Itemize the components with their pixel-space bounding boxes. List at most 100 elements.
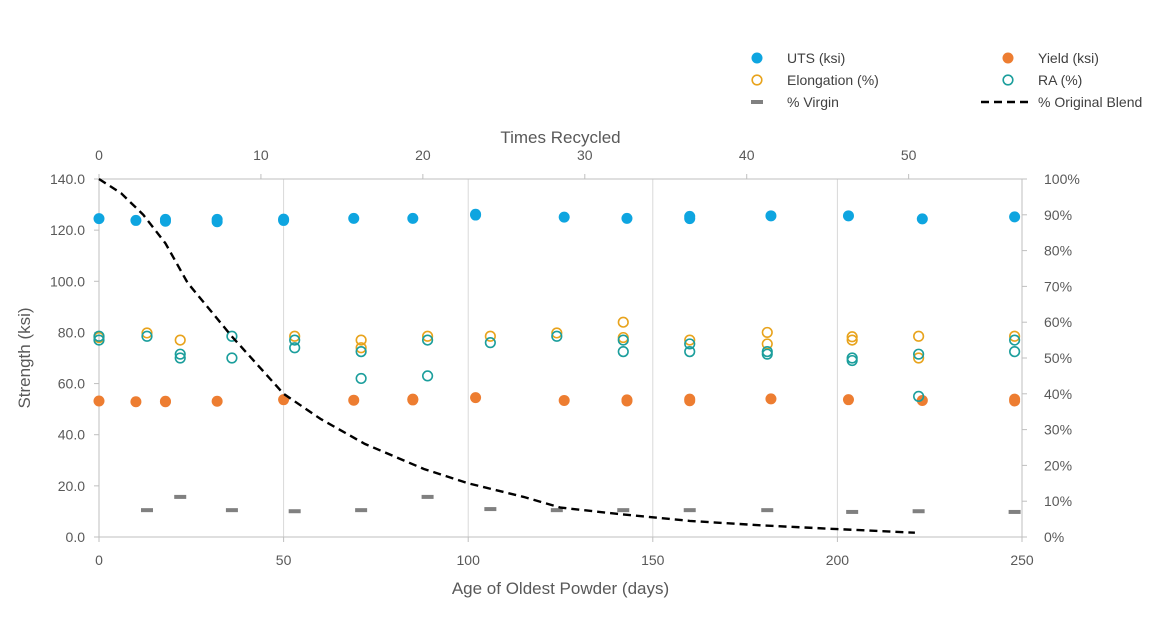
data-point — [348, 212, 360, 224]
data-point — [421, 494, 434, 499]
y2-tick-label: 20% — [1044, 457, 1072, 473]
legend-item-ra: RA (%) — [1002, 72, 1082, 88]
data-point — [174, 334, 186, 346]
legend-swatch — [1002, 74, 1014, 86]
data-point — [159, 215, 171, 227]
x-tick-label: 250 — [1010, 552, 1034, 568]
data-point — [684, 334, 696, 346]
legend-label: % Original Blend — [1038, 94, 1142, 110]
legend-item-elongation: Elongation (%) — [751, 72, 879, 88]
data-point — [913, 352, 925, 364]
data-point — [289, 342, 301, 354]
series-line-original-blend — [98, 177, 915, 534]
data-point — [278, 214, 290, 226]
data-point — [407, 212, 419, 224]
data-point — [130, 396, 142, 408]
data-point — [842, 210, 854, 222]
x2-axis-title: Times Recycled — [500, 128, 620, 147]
data-point — [761, 326, 773, 339]
data-point — [617, 334, 629, 346]
data-point — [421, 330, 434, 342]
y-tick-label: 140.0 — [50, 171, 85, 187]
y2-tick-label: 100% — [1044, 171, 1080, 187]
y-tick-label: 120.0 — [50, 222, 85, 238]
data-point — [1009, 330, 1021, 342]
y2-tick-label: 10% — [1044, 493, 1072, 509]
data-point — [1008, 509, 1021, 514]
data-point — [684, 338, 696, 350]
x2-tick-label: 0 — [95, 147, 103, 163]
y2-tick-label: 60% — [1044, 314, 1072, 330]
data-point — [289, 330, 301, 342]
data-point — [617, 508, 630, 513]
data-point — [912, 509, 925, 514]
series-elongation — [93, 316, 1021, 364]
legend-label: % Virgin — [787, 94, 839, 110]
data-point — [174, 348, 186, 360]
data-point — [355, 508, 368, 513]
data-point — [211, 395, 223, 407]
legend-label: RA (%) — [1038, 72, 1082, 88]
data-point — [484, 337, 496, 349]
y-tick-label: 60.0 — [58, 376, 85, 392]
x-tick-label: 200 — [826, 552, 850, 568]
x2-tick-label: 50 — [901, 147, 917, 163]
data-point — [226, 352, 238, 364]
data-point — [551, 327, 563, 339]
data-series — [93, 177, 1021, 534]
data-point — [621, 212, 633, 224]
data-point — [226, 330, 238, 342]
data-point — [130, 214, 142, 226]
data-point — [355, 372, 367, 385]
data-point — [93, 395, 105, 407]
data-point — [355, 346, 367, 358]
series-virgin — [140, 494, 1021, 514]
data-point — [470, 392, 482, 404]
y2-tick-label: 70% — [1044, 278, 1072, 294]
data-point — [846, 331, 858, 343]
data-point — [913, 348, 925, 360]
legend-swatch — [1002, 52, 1014, 64]
x2-tick-label: 10 — [253, 147, 269, 163]
data-point — [174, 352, 186, 364]
data-point — [765, 393, 777, 405]
legend-swatch — [751, 74, 763, 86]
legend-swatch — [751, 52, 763, 64]
data-point — [141, 327, 153, 339]
series-yield-ksi — [93, 392, 1021, 408]
gridlines — [283, 179, 1023, 537]
legend-item-uts-ksi: UTS (ksi) — [751, 50, 845, 66]
data-point — [407, 394, 419, 406]
y2-tick-label: 80% — [1044, 243, 1072, 259]
data-point — [558, 211, 570, 223]
x-tick-label: 150 — [641, 552, 665, 568]
data-point — [550, 508, 563, 513]
data-point — [913, 330, 925, 342]
data-point — [558, 394, 570, 406]
y2-tick-label: 90% — [1044, 207, 1072, 223]
series-ra — [93, 330, 1021, 402]
x2-tick-label: 40 — [739, 147, 755, 163]
data-point — [846, 354, 858, 367]
x-tick-label: 100 — [457, 552, 481, 568]
data-point — [289, 334, 301, 346]
legend-item-virgin: % Virgin — [751, 94, 839, 110]
data-point — [916, 213, 928, 225]
series-uts-ksi — [93, 208, 1021, 228]
data-point — [470, 209, 482, 221]
data-point — [421, 370, 434, 382]
data-point — [288, 509, 301, 514]
x2-tick-label: 20 — [415, 147, 431, 163]
data-point — [1009, 211, 1021, 223]
data-point — [1009, 395, 1021, 407]
data-point — [141, 330, 153, 342]
y2-tick-label: 0% — [1044, 529, 1064, 545]
y-tick-label: 80.0 — [58, 324, 85, 340]
y2-tick-label: 40% — [1044, 386, 1072, 402]
data-point — [621, 395, 633, 407]
data-point — [684, 213, 696, 225]
data-point — [484, 507, 497, 512]
y-tick-label: 100.0 — [50, 273, 85, 289]
